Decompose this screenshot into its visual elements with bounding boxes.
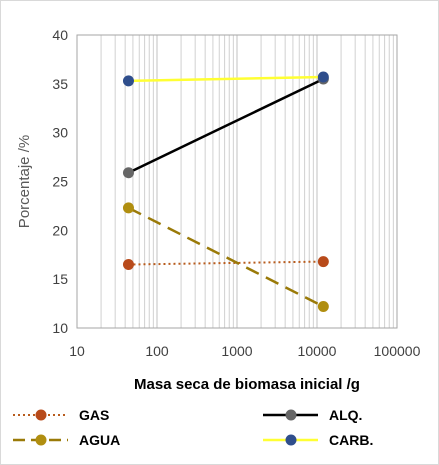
x-tick-label: 100 [145,343,169,359]
legend: GAS ALQ. AGUA CARB. [13,407,373,448]
x-axis-title: Masa seca de biomasa inicial /g [134,376,360,393]
y-tick-label: 40 [52,27,68,43]
series-line-agua [127,206,324,308]
x-tick-label: 1000 [221,343,252,359]
y-tick-label: 10 [52,320,68,336]
series-lines [127,75,324,308]
legend-marker-carb [285,434,297,446]
data-point-agua [317,301,329,313]
legend-marker-alq [285,409,297,421]
legend-label-carb: CARB. [329,432,373,448]
data-point-gas [122,259,134,271]
data-point-alq [122,167,134,179]
tick-labels: 10 15 20 25 30 35 40 10 100 1000 10000 100000 [52,27,420,359]
x-tick-label: 100000 [374,343,421,359]
x-tick-label: 10 [69,343,85,359]
plot-area-border [76,34,398,329]
y-axis-title: Porcentaje /% [16,135,33,228]
series-line-alq [127,77,324,174]
y-tick-label: 35 [52,76,68,92]
y-tick-label: 25 [52,174,68,190]
y-tick-label: 20 [52,222,68,238]
legend-label-agua: AGUA [79,432,120,448]
data-point-carb [317,71,329,83]
series-line-carb [128,75,324,83]
y-tick-label: 30 [52,125,68,141]
series-line-gas [128,260,324,266]
legend-label-alq: ALQ. [329,407,362,423]
data-point-agua [122,202,134,214]
data-point-gas [317,256,329,268]
y-tick-label: 15 [52,271,68,287]
data-point-carb [122,75,134,87]
legend-marker-agua [35,434,47,446]
legend-marker-gas [35,409,47,421]
data-markers [122,71,329,313]
x-tick-label: 10000 [298,343,337,359]
legend-label-gas: GAS [79,407,109,423]
